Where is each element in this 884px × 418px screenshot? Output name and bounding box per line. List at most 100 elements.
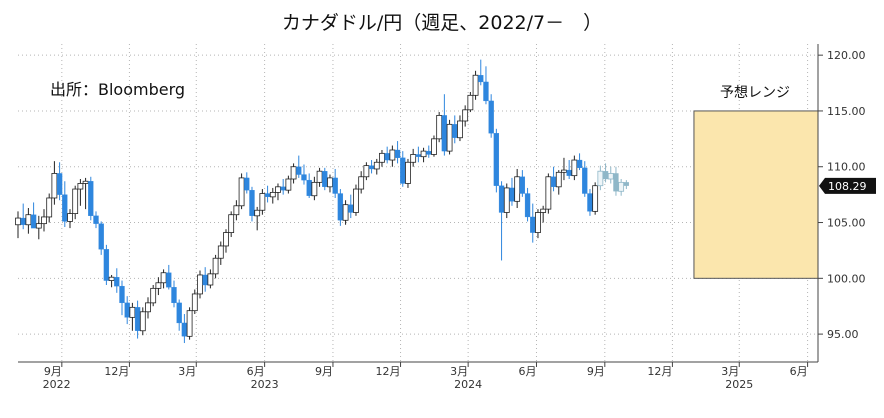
candle-up bbox=[363, 165, 370, 178]
candle-up bbox=[254, 209, 261, 217]
candle-down bbox=[613, 173, 619, 192]
chart-title: カナダドル/円（週足、2022/7－ ） bbox=[282, 12, 602, 34]
last-value-label: 108.29 bbox=[828, 180, 867, 193]
candle-up bbox=[353, 188, 359, 213]
candle-up bbox=[77, 183, 84, 190]
candle-up bbox=[431, 138, 437, 155]
candle-down bbox=[166, 272, 172, 288]
x-tick-label: 12月 bbox=[104, 365, 129, 378]
candle-up bbox=[555, 171, 562, 188]
candle-up bbox=[155, 282, 162, 289]
candle-down bbox=[296, 166, 302, 175]
candle-down bbox=[20, 217, 26, 225]
candle-up bbox=[25, 214, 32, 226]
candle-up bbox=[420, 150, 427, 158]
candle-up bbox=[51, 173, 58, 199]
candle-up bbox=[467, 94, 474, 111]
candle-down bbox=[550, 176, 557, 187]
candle-up bbox=[46, 197, 53, 218]
candle-up bbox=[186, 310, 193, 337]
candle-up bbox=[15, 217, 21, 226]
candle-up bbox=[82, 180, 89, 184]
candle-down bbox=[452, 124, 458, 138]
candle-down bbox=[623, 182, 630, 186]
forecast-range-layer: 予想レンジ bbox=[693, 85, 819, 279]
candle-up bbox=[160, 272, 167, 284]
candle-down bbox=[301, 174, 307, 181]
candle-up bbox=[503, 187, 510, 213]
candle-up bbox=[436, 115, 443, 140]
candle-down bbox=[384, 153, 390, 161]
candle-down bbox=[103, 249, 110, 281]
candle-down bbox=[576, 159, 583, 169]
x-year-label: 2025 bbox=[725, 378, 753, 391]
x-tick-label: 9月 bbox=[44, 365, 62, 378]
candles-layer bbox=[15, 59, 630, 344]
candle-down bbox=[441, 115, 448, 152]
x-year-label: 2022 bbox=[43, 378, 71, 391]
candle-up bbox=[389, 149, 396, 161]
axes-layer: 95.00 100.00 105.00 110.00 115.00 120.00 9月 12月… bbox=[18, 44, 876, 391]
candle-up bbox=[285, 178, 292, 191]
y-tick-label: 100.00 bbox=[827, 272, 866, 285]
candle-up bbox=[139, 311, 146, 332]
candle-down bbox=[306, 179, 312, 196]
candle-up bbox=[233, 205, 240, 216]
candle-up bbox=[379, 152, 385, 163]
candle-down bbox=[244, 177, 250, 191]
candle-down bbox=[566, 169, 572, 176]
candle-down bbox=[88, 181, 94, 216]
y-tick-label: 115.00 bbox=[827, 105, 866, 118]
candle-down bbox=[368, 165, 375, 170]
x-tick-label: 6月 bbox=[518, 365, 536, 378]
candle-down bbox=[348, 204, 354, 213]
y-tick-label: 120.00 bbox=[827, 49, 866, 62]
candle-down bbox=[119, 285, 125, 304]
candle-up bbox=[67, 213, 73, 222]
candle-down bbox=[176, 302, 182, 324]
candle-down bbox=[530, 216, 536, 233]
candle-down bbox=[98, 223, 104, 250]
candle-up bbox=[373, 161, 380, 170]
candle-up bbox=[462, 109, 469, 122]
candle-down bbox=[249, 190, 255, 216]
candle-down bbox=[114, 277, 120, 287]
candle-down bbox=[322, 171, 328, 187]
candle-down bbox=[478, 75, 484, 83]
candle-up bbox=[472, 74, 479, 96]
candle-up bbox=[35, 223, 42, 229]
candle-up bbox=[514, 176, 521, 202]
candle-down bbox=[587, 193, 593, 212]
candle-up bbox=[327, 177, 333, 188]
candle-up bbox=[145, 302, 151, 313]
candle-down bbox=[400, 157, 406, 184]
candle-up bbox=[342, 204, 349, 221]
candle-up bbox=[592, 185, 599, 212]
candle-down bbox=[519, 176, 526, 194]
candle-down bbox=[337, 193, 344, 221]
candle-up bbox=[129, 306, 136, 318]
x-tick-label: 9月 bbox=[587, 365, 605, 378]
candle-down bbox=[509, 187, 515, 202]
candle-down bbox=[280, 186, 286, 191]
candle-up bbox=[217, 245, 224, 259]
candle-down bbox=[602, 171, 609, 180]
candle-up bbox=[212, 257, 219, 275]
candle-down bbox=[488, 100, 494, 134]
candle-up bbox=[446, 123, 453, 152]
candle-up bbox=[545, 176, 552, 210]
forecast-range-box bbox=[693, 110, 819, 279]
candle-up bbox=[316, 170, 323, 183]
candle-up bbox=[535, 212, 541, 233]
x-tick-label: 12月 bbox=[376, 365, 401, 378]
candle-up bbox=[457, 120, 463, 139]
candle-up bbox=[269, 191, 276, 198]
candle-up bbox=[597, 170, 604, 187]
candle-down bbox=[124, 302, 130, 318]
candle-down bbox=[62, 194, 68, 222]
last-value-badge bbox=[819, 177, 876, 194]
x-tick-label: 3月 bbox=[721, 365, 739, 378]
x-year-label: 2023 bbox=[251, 378, 279, 391]
